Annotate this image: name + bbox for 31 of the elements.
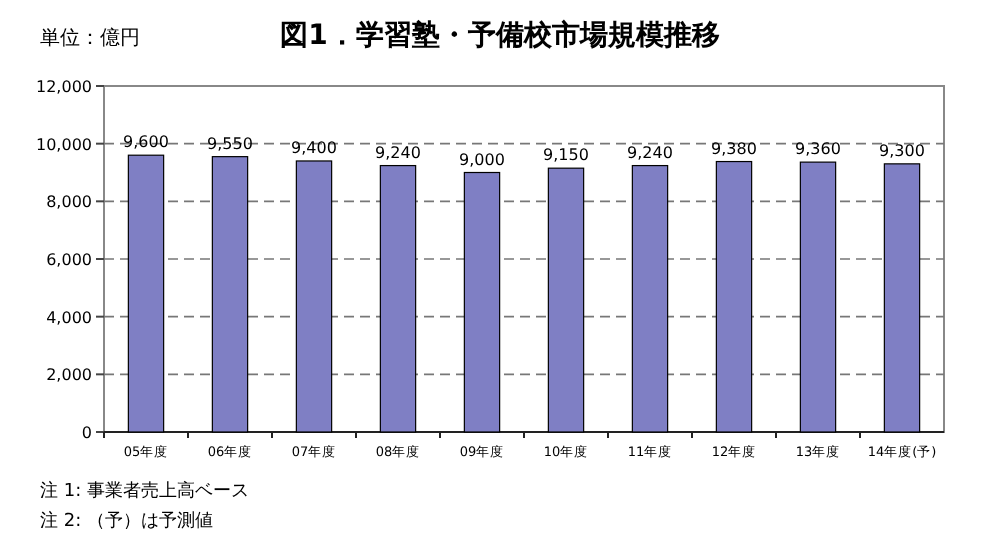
y-tick-label: 8,000	[46, 193, 92, 212]
bar	[463, 171, 501, 433]
text: 注 1: 事業者売上高ベース	[40, 480, 249, 502]
data-label: 9,240	[375, 143, 421, 162]
y-tick-label: 12,000	[36, 78, 92, 96]
bar	[295, 160, 333, 433]
text: 注 2: （予）は予測値	[40, 510, 213, 532]
bar	[883, 163, 921, 433]
chart-title: 図1．学習塾・予備校市場規模推移	[280, 18, 720, 52]
y-tick-label: 2,000	[46, 366, 92, 385]
text: 単位：億円	[40, 26, 140, 50]
data-label: 9,550	[207, 134, 253, 153]
data-label: 9,380	[711, 139, 757, 158]
bar	[379, 164, 417, 433]
y-tick-label: 0	[81, 424, 92, 442]
bar	[211, 156, 249, 433]
bar	[715, 160, 753, 433]
data-label: 9,000	[459, 150, 505, 169]
y-tick-label: 6,000	[46, 251, 92, 269]
y-tick-label: 4,000	[46, 308, 92, 327]
bar	[127, 154, 165, 433]
bar	[547, 167, 585, 433]
data-label: 9,300	[879, 141, 925, 160]
data-label: 9,240	[627, 143, 673, 162]
data-label: 9,360	[795, 140, 841, 159]
y-tick-label: 10,000	[36, 135, 92, 154]
bar	[799, 161, 837, 433]
data-label: 9,400	[291, 138, 337, 157]
data-label: 9,150	[543, 146, 589, 165]
data-label: 9,600	[123, 133, 169, 152]
bar	[631, 164, 669, 433]
